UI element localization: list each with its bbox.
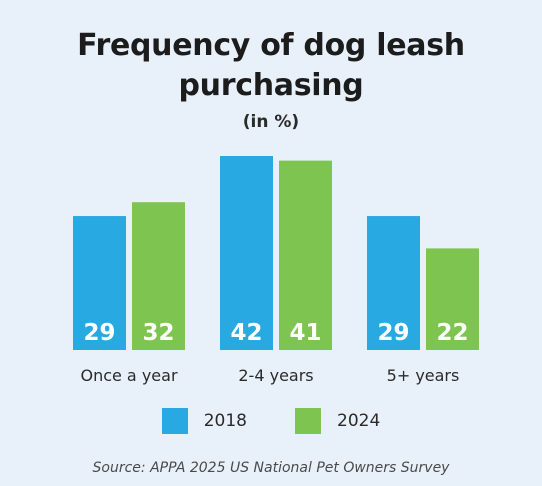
legend-label-2024: 2024: [337, 411, 381, 431]
bar-2018-0: [73, 216, 126, 350]
chart-subtitle: (in %): [242, 112, 300, 132]
data-label-2024-1: 41: [289, 320, 321, 346]
data-label-2018-2: 29: [377, 320, 409, 346]
bar-chart: 29 32 Once a year 42 41 2-4 years 29 22 5+ years: [73, 156, 479, 385]
data-label-2024-2: 22: [436, 320, 468, 346]
bar-2024-0: [132, 202, 185, 350]
bar-2018-2: [367, 216, 420, 350]
category-label-1: 2-4 years: [238, 366, 313, 385]
data-label-2018-0: 29: [83, 320, 115, 346]
legend: 2018 2024: [0, 408, 542, 434]
legend-item-2018: 2018: [161, 408, 247, 434]
legend-item-2024: 2024: [295, 408, 380, 434]
category-label-0: Once a year: [80, 366, 177, 385]
data-label-2024-0: 32: [142, 320, 174, 346]
bar-2018-1: [220, 156, 273, 350]
legend-swatch-2024: [295, 408, 321, 434]
data-label-2018-1: 42: [230, 320, 262, 346]
chart-title: Frequency of dog leash purchasing: [77, 28, 465, 103]
category-label-2: 5+ years: [387, 366, 460, 385]
legend-swatch-2018: [161, 408, 188, 434]
source-note: Source: APPA 2025 US National Pet Owners…: [92, 460, 450, 476]
bar-2024-1: [279, 160, 332, 350]
legend-label-2018: 2018: [203, 411, 247, 431]
bar-2024-2: [426, 248, 479, 350]
